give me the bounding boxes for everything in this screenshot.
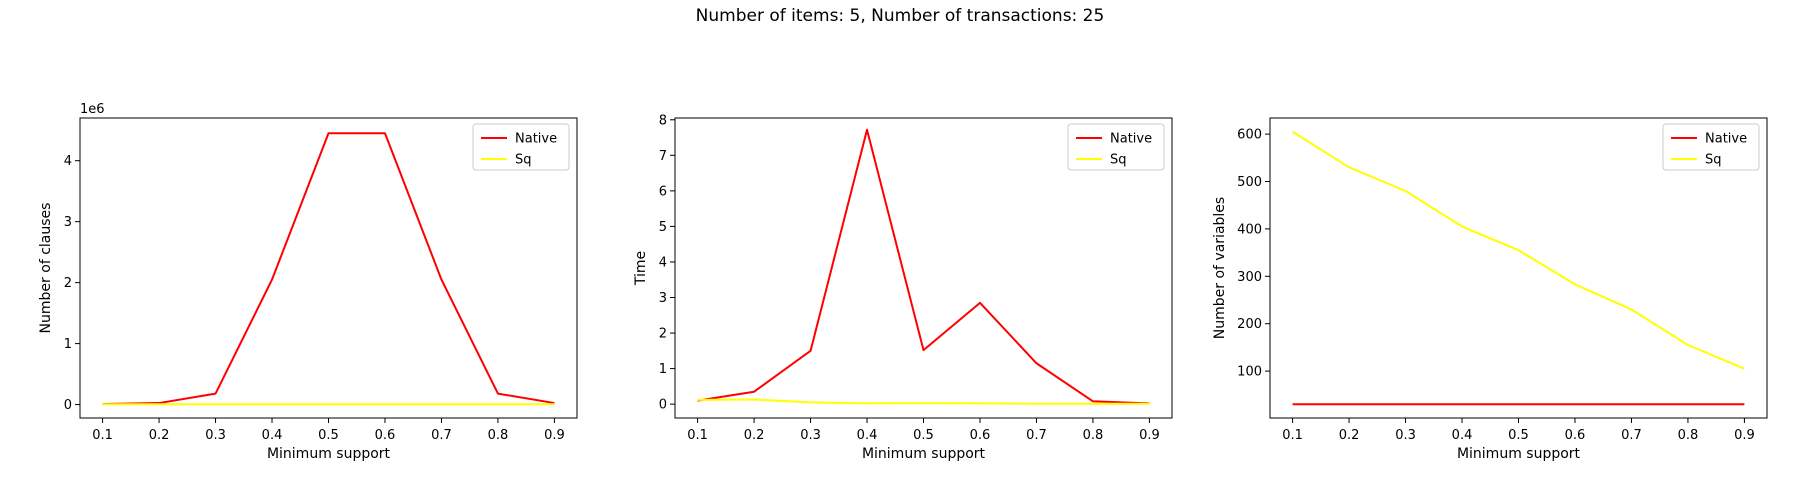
legend-label-native: Native (1705, 132, 1747, 147)
y-tick-label: 300 (1237, 270, 1262, 285)
series-line-native (698, 130, 1150, 404)
chart-panel-3: 0.1 0.2 0.3 0.4 0.5 0.6 0.7 0.8 0.9 100 200 300 400 5… (1212, 118, 1767, 462)
x-tick-label: 0.3 (1395, 428, 1416, 443)
y-tick-label: 7 (659, 149, 667, 164)
x-tick-label: 0.9 (1139, 428, 1160, 443)
legend-label-sq: Sq (515, 153, 532, 168)
y-tick-label: 600 (1237, 128, 1262, 143)
chart-panel-1: 0.1 0.2 0.3 0.4 0.5 0.6 0.7 0.8 0.9 0 1 2 3 4 1e6 Minim… (38, 102, 577, 462)
x-tick-label: 0.4 (1452, 428, 1473, 443)
y-tick-label: 1 (64, 337, 72, 352)
x-tick-label: 0.8 (1083, 428, 1104, 443)
y-offset-label: 1e6 (80, 102, 105, 117)
x-tick-label: 0.1 (1282, 428, 1303, 443)
x-tick-label: 0.8 (1678, 428, 1699, 443)
x-tick-label: 0.9 (1734, 428, 1755, 443)
y-tick-label: 4 (64, 154, 72, 169)
x-axis-label: Minimum support (1457, 446, 1581, 462)
legend-label-sq: Sq (1705, 153, 1722, 168)
x-tick-label: 0.7 (431, 428, 452, 443)
y-tick-label: 3 (659, 291, 667, 306)
series-line-sq (698, 400, 1150, 404)
y-tick-label: 0 (64, 398, 72, 413)
y-tick-label: 8 (659, 113, 667, 128)
y-tick-label: 5 (659, 220, 667, 235)
x-axis-label: Minimum support (267, 446, 391, 462)
legend: Native Sq (1068, 124, 1164, 170)
x-tick-label: 0.6 (970, 428, 991, 443)
x-tick-label: 0.5 (318, 428, 339, 443)
x-axis-label: Minimum support (862, 446, 986, 462)
y-tick-label: 100 (1237, 365, 1262, 380)
y-axis-label: Number of clauses (38, 203, 54, 334)
x-tick-label: 0.7 (1026, 428, 1047, 443)
y-tick-label: 200 (1237, 317, 1262, 332)
x-tick-label: 0.4 (262, 428, 283, 443)
x-tick-label: 0.3 (205, 428, 226, 443)
chart-panel-2: 0.1 0.2 0.3 0.4 0.5 0.6 0.7 0.8 0.9 0 1 2 3 4 5 6 7 8 Mini… (633, 113, 1172, 462)
x-tick-label: 0.2 (744, 428, 765, 443)
y-tick-label: 2 (659, 327, 667, 342)
y-tick-label: 400 (1237, 222, 1262, 237)
x-tick-label: 0.1 (92, 428, 113, 443)
x-tick-label: 0.3 (800, 428, 821, 443)
figure-suptitle: Number of items: 5, Number of transactio… (0, 6, 1800, 26)
y-tick-label: 2 (64, 276, 72, 291)
x-tick-label: 0.1 (687, 428, 708, 443)
y-tick-label: 1 (659, 362, 667, 377)
y-tick-label: 6 (659, 184, 667, 199)
y-tick-label: 3 (64, 215, 72, 230)
y-axis-label: Time (633, 251, 649, 286)
y-axis-label: Number of variables (1212, 197, 1228, 339)
x-tick-label: 0.2 (1339, 428, 1360, 443)
legend-label-native: Native (1110, 132, 1152, 147)
y-tick-label: 500 (1237, 175, 1262, 190)
x-tick-label: 0.4 (857, 428, 878, 443)
y-tick-label: 4 (659, 255, 667, 270)
x-tick-label: 0.7 (1621, 428, 1642, 443)
y-tick-label: 0 (659, 398, 667, 413)
x-tick-label: 0.5 (1508, 428, 1529, 443)
x-tick-label: 0.5 (913, 428, 934, 443)
x-tick-label: 0.9 (544, 428, 565, 443)
legend: Native Sq (473, 124, 569, 170)
legend-label-sq: Sq (1110, 153, 1127, 168)
legend-label-native: Native (515, 132, 557, 147)
x-tick-label: 0.6 (375, 428, 396, 443)
x-tick-label: 0.6 (1565, 428, 1586, 443)
legend: Native Sq (1663, 124, 1759, 170)
x-tick-label: 0.2 (149, 428, 170, 443)
x-tick-label: 0.8 (488, 428, 509, 443)
series-line-native (103, 133, 555, 404)
